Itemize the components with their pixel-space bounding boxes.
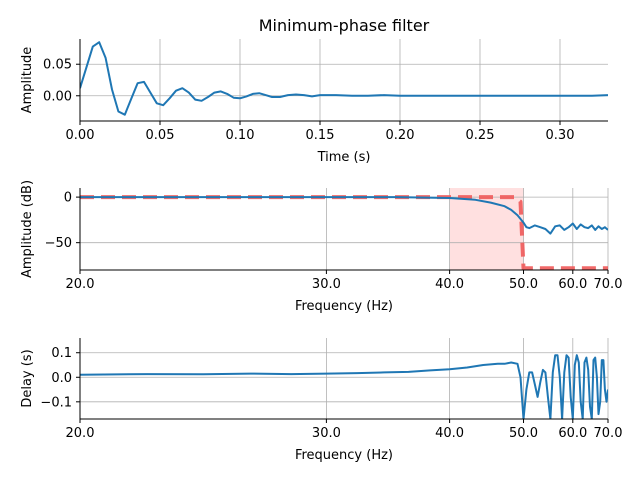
impulse-x-tick-label: 0.25 <box>466 128 495 143</box>
delay-series-line <box>80 354 608 419</box>
magnitude-x-tick-label: 20.0 <box>66 277 95 292</box>
magnitude-x-tick-label: 30.0 <box>312 277 341 292</box>
impulse-x-tick-label: 0.05 <box>146 128 175 143</box>
magnitude-x-axis-label: Frequency (Hz) <box>295 299 393 314</box>
delay-x-tick-label: 20.0 <box>66 426 95 441</box>
figure-title: Minimum-phase filter <box>259 16 430 35</box>
impulse-series-line <box>80 41 608 116</box>
delay-y-tick-label: 0.1 <box>51 346 72 361</box>
impulse-x-tick-label: 0.15 <box>306 128 335 143</box>
impulse-x-tick-label: 0.20 <box>386 128 415 143</box>
group-delay-panel: 20.0 30.0 40.0 50.0 60.0 70.0 −0.1 0.0 0.1 Freque… <box>20 338 622 463</box>
transition-band <box>449 188 524 270</box>
delay-x-tick-label: 40.0 <box>435 426 464 441</box>
delay-x-tick-label: 60.0 <box>558 426 587 441</box>
delay-x-tick-label: 30.0 <box>312 426 341 441</box>
delay-x-tick-label: 50.0 <box>509 426 538 441</box>
delay-x-axis-label: Frequency (Hz) <box>295 448 393 463</box>
impulse-x-tick-label: 0.10 <box>226 128 255 143</box>
impulse-x-axis-label: Time (s) <box>317 150 371 165</box>
impulse-y-tick-label: 0.05 <box>43 58 72 73</box>
magnitude-y-tick-label: 0 <box>64 191 72 206</box>
delay-y-tick-label: −0.1 <box>40 395 72 410</box>
magnitude-response-panel: 20.0 30.0 40.0 50.0 60.0 70.0 −50 0 Frequency (H… <box>20 180 622 314</box>
magnitude-series-line-desired <box>80 195 608 270</box>
delay-y-tick-label: 0.0 <box>51 371 72 386</box>
magnitude-x-tick-label: 50.0 <box>509 277 538 292</box>
impulse-x-tick-label: 0.30 <box>546 128 575 143</box>
magnitude-x-tick-label: 60.0 <box>558 277 587 292</box>
impulse-y-axis-label: Amplitude <box>20 47 35 114</box>
magnitude-y-axis-label: Amplitude (dB) <box>20 180 35 278</box>
impulse-response-panel: 0.00 0.05 0.10 0.15 0.20 0.25 0.30 0.00 0.05 Time… <box>20 39 608 165</box>
impulse-y-tick-label: 0.00 <box>43 89 72 104</box>
magnitude-x-tick-label: 70.0 <box>594 277 623 292</box>
magnitude-y-tick-label: −50 <box>45 236 72 251</box>
impulse-x-tick-label: 0.00 <box>66 128 95 143</box>
delay-x-tick-label: 70.0 <box>594 426 623 441</box>
magnitude-x-tick-label: 40.0 <box>435 277 464 292</box>
magnitude-series-line-actual <box>80 196 608 235</box>
delay-y-axis-label: Delay (s) <box>20 349 35 407</box>
